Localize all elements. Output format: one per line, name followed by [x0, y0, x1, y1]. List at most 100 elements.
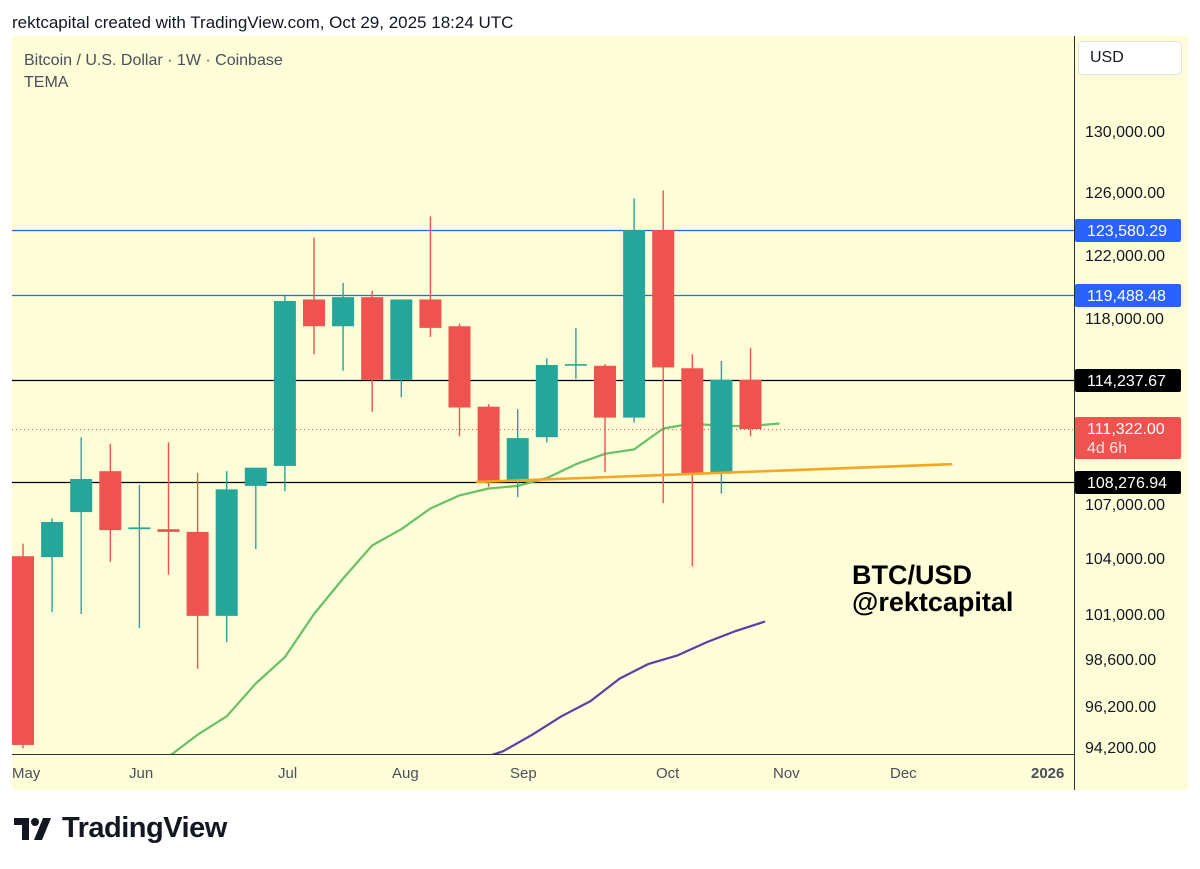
candle-14: [419, 216, 442, 337]
y-tick-label: 101,000.00: [1085, 607, 1165, 624]
candle-12: [361, 290, 384, 412]
candle-19: [564, 327, 587, 379]
candle-body: [99, 471, 122, 531]
annotation-author: @rektcapital: [852, 587, 1013, 617]
candle-23: [681, 354, 704, 567]
candle-9: [273, 295, 296, 492]
x-tick-label: 2026: [1031, 765, 1064, 782]
y-tick-label: 122,000.00: [1085, 248, 1165, 265]
candle-10: [303, 237, 325, 355]
support-trendline[interactable]: [475, 462, 953, 484]
candle-25: [739, 347, 762, 437]
x-axis-ticks: May Jun Jul Aug Sep Oct Nov Dec 2026: [12, 765, 1064, 782]
tema-lines: [170, 422, 780, 754]
y-tick-label: 107,000.00: [1085, 497, 1165, 514]
candle-body: [332, 297, 355, 327]
tradingview-wordmark: TradingView: [62, 812, 227, 844]
y-tick-label: 96,200.00: [1085, 699, 1156, 716]
y-tick-label: 98,600.00: [1085, 652, 1156, 669]
price-tag-label: 108,276.94: [1087, 475, 1167, 492]
x-axis-background: [12, 754, 1074, 790]
candle-1: [41, 518, 64, 613]
candle-4: [128, 485, 151, 629]
price-tag-label: 114,237.67: [1087, 373, 1166, 390]
candle-body: [448, 326, 471, 408]
candle-17: [506, 409, 529, 498]
candle-body: [535, 364, 558, 438]
x-tick-label: Sep: [510, 765, 537, 782]
candle-11: [332, 282, 355, 371]
y-tick-label: 130,000.00: [1085, 124, 1165, 141]
tema-fast-line: [170, 422, 780, 754]
annotation-pair: BTC/USD: [852, 560, 972, 590]
candle-body: [681, 368, 704, 475]
candle-body: [652, 230, 675, 368]
currency-button[interactable]: USD: [1079, 42, 1181, 74]
candle-body: [186, 531, 209, 616]
candle-body: [390, 299, 413, 380]
x-tick-label: Jul: [278, 765, 297, 782]
tema-slow-line: [491, 620, 766, 754]
y-tick-label: 126,000.00: [1085, 185, 1165, 202]
price-tag-2: 114,237.67: [1075, 369, 1181, 392]
y-tick-label: 118,000.00: [1085, 311, 1164, 328]
x-tick-label: Nov: [773, 765, 800, 782]
candle-body: [477, 406, 500, 482]
y-axis-ticks: 130,000.00 126,000.00 122,000.00 118,000.00…: [1085, 124, 1165, 757]
candle-body: [157, 529, 180, 532]
candle-body: [303, 299, 325, 327]
x-tick-label: Aug: [392, 765, 419, 782]
price-tag-bg: [1075, 284, 1181, 307]
candle-body: [70, 478, 93, 513]
candle-body: [710, 379, 733, 474]
candle-body: [215, 489, 238, 616]
price-tag-bg: [1075, 219, 1181, 242]
candles: [12, 190, 762, 749]
candle-22: [652, 190, 675, 504]
tradingview-logo-icon: [14, 817, 51, 840]
price-tags: 123,580.29 119,488.48 114,237.67 108,276.94…: [1075, 219, 1181, 494]
candle-8: [244, 467, 267, 549]
candle-body: [361, 297, 384, 380]
candle-body: [273, 301, 296, 466]
candle-3: [99, 444, 122, 562]
y-tick-label: 94,200.00: [1085, 740, 1156, 757]
candle-18: [535, 358, 558, 443]
price-tag-label: 123,580.29: [1087, 223, 1167, 240]
price-tag-bg: [1075, 369, 1181, 392]
candle-body: [128, 527, 151, 530]
candle-20: [594, 364, 616, 473]
last-price-value: 111,322.00: [1087, 421, 1165, 438]
x-tick-label: Dec: [890, 765, 917, 782]
candle-body: [623, 230, 646, 418]
candle-body: [739, 379, 762, 429]
x-tick-label: Oct: [656, 765, 680, 782]
last-price-tag: 111,322.00 4d 6h: [1075, 417, 1181, 459]
candle-2: [70, 437, 93, 614]
candle-6: [186, 472, 209, 669]
price-tag-label: 119,488.48: [1087, 288, 1166, 305]
candle-5: [157, 442, 180, 575]
last-price-tag-bg: [1075, 417, 1181, 459]
y-axis-background: [1075, 36, 1188, 790]
price-tag-bg: [1075, 471, 1181, 494]
chart-header: rektcapital created with TradingView.com…: [12, 13, 514, 32]
candle-body: [594, 365, 616, 418]
candle-body: [244, 467, 267, 486]
candle-15: [448, 323, 471, 437]
candle-body: [506, 438, 529, 482]
symbol-label: Bitcoin / U.S. Dollar · 1W · Coinbase: [24, 52, 283, 69]
candle-body: [41, 522, 64, 558]
tradingview-logo[interactable]: TradingView: [14, 812, 227, 845]
price-tag-0: 123,580.29: [1075, 219, 1181, 242]
candle-body: [12, 556, 34, 745]
x-tick-label: May: [12, 765, 41, 782]
last-price-countdown: 4d 6h: [1087, 440, 1127, 457]
price-tag-3: 108,276.94: [1075, 471, 1181, 494]
indicator-label: TEMA: [24, 74, 69, 91]
candle-7: [215, 471, 238, 643]
price-tag-1: 119,488.48: [1075, 284, 1181, 307]
candle-16: [477, 404, 500, 487]
candle-0: [12, 543, 34, 749]
